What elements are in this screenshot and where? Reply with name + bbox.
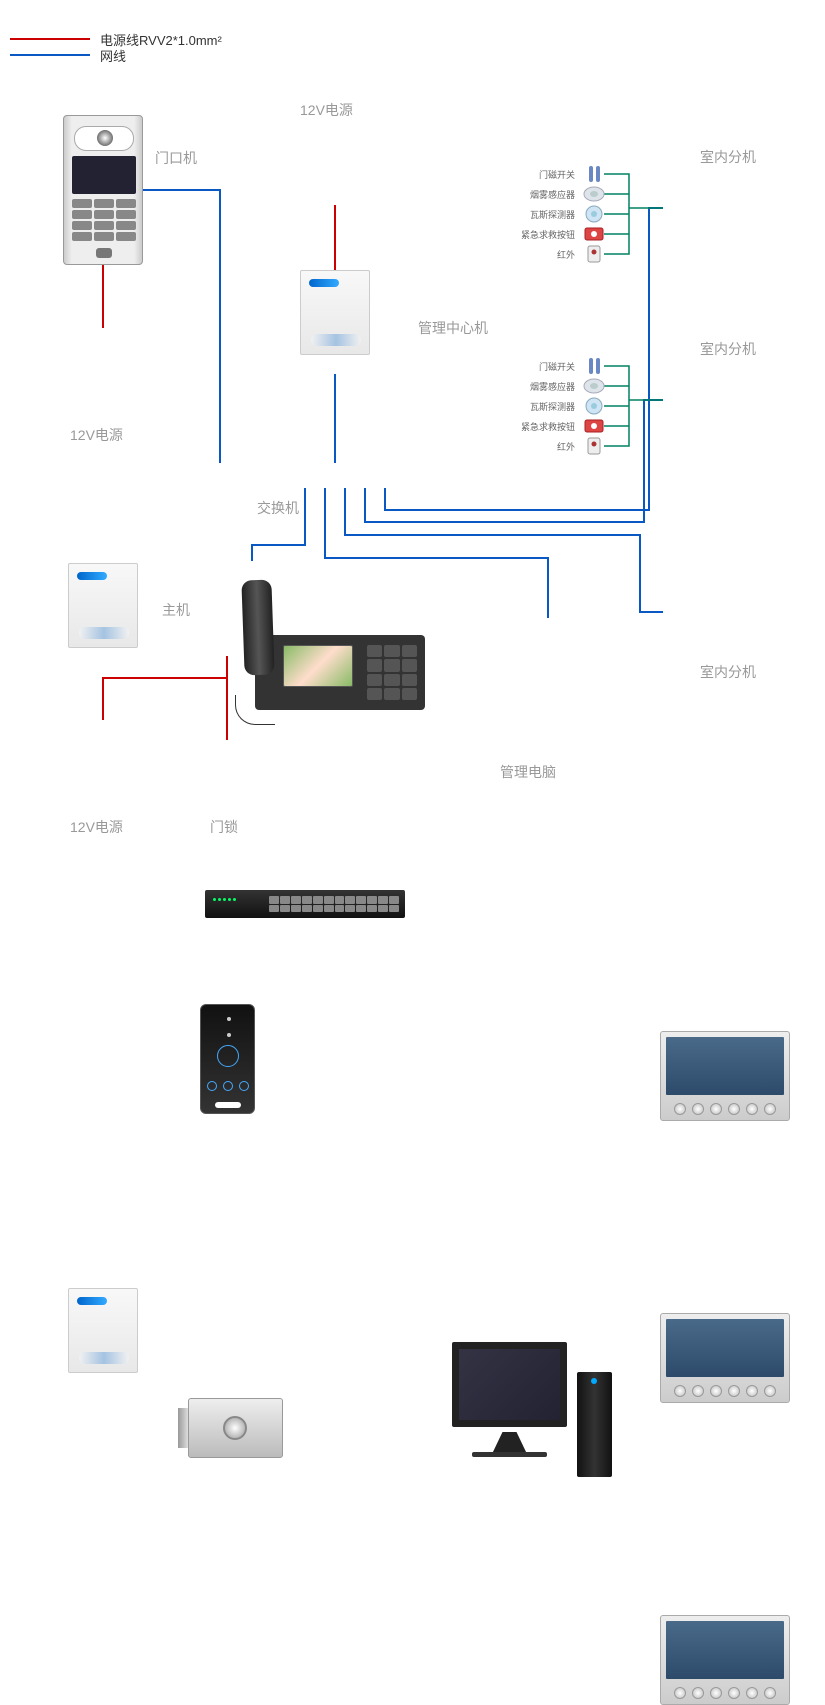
- sensor-cluster-1: 门磁开关烟雾感应器瓦斯探测器紧急求救按钮红外: [525, 165, 605, 265]
- sensor-door_contact-label: 门磁开关: [515, 360, 575, 373]
- door-station-label: 门口机: [155, 148, 197, 168]
- indoor-unit-3: [660, 1615, 790, 1705]
- psu-bottom-left-label: 12V电源: [70, 817, 123, 837]
- sensor-ir: 红外: [525, 245, 605, 265]
- sensor-door_contact: 门磁开关: [525, 165, 605, 185]
- sensor-panic: 紧急求救按钮: [525, 417, 605, 437]
- sensor-smoke: 烟雾感应器: [525, 185, 605, 205]
- switch-label: 交换机: [257, 498, 299, 518]
- sensor-gas-icon: [583, 397, 605, 415]
- psu-top-left: [68, 563, 138, 648]
- psu-top-center-label: 12V电源: [300, 100, 353, 120]
- sensor-door_contact-icon: [583, 357, 605, 375]
- sensor-smoke-icon: [583, 377, 605, 395]
- psu-top-left-label: 12V电源: [70, 425, 123, 445]
- indoor-unit-2-label: 室内分机: [700, 339, 756, 359]
- sensor-smoke-icon: [583, 185, 605, 203]
- management-center-phone: [255, 600, 425, 710]
- legend-power-line: [10, 38, 90, 40]
- indoor-unit-3-label: 室内分机: [700, 662, 756, 682]
- indoor-unit-2: [660, 1313, 790, 1403]
- sensor-gas-label: 瓦斯探测器: [515, 208, 575, 221]
- sensor-ir-icon: [583, 245, 605, 263]
- management-pc: [452, 1342, 612, 1482]
- sensor-smoke-label: 烟雾感应器: [515, 380, 575, 393]
- door-station: [63, 115, 143, 265]
- management-center-label: 管理中心机: [418, 318, 488, 338]
- sensor-ir-label: 红外: [515, 248, 575, 261]
- sensor-ir-label: 红外: [515, 440, 575, 453]
- lock-label: 门锁: [210, 817, 238, 837]
- sensor-door_contact: 门磁开关: [525, 357, 605, 377]
- sensor-panic-label: 紧急求救按钮: [515, 420, 575, 433]
- door-lock: [188, 1388, 283, 1463]
- sensor-gas-icon: [583, 205, 605, 223]
- legend-net-line: [10, 54, 90, 56]
- sensor-gas: 瓦斯探测器: [525, 397, 605, 417]
- pc-label: 管理电脑: [500, 762, 556, 782]
- host-door-unit: [200, 1004, 255, 1114]
- sensor-panic-icon: [583, 417, 605, 435]
- sensor-gas-label: 瓦斯探测器: [515, 400, 575, 413]
- sensor-smoke: 烟雾感应器: [525, 377, 605, 397]
- legend-net-text: 网线: [100, 46, 126, 65]
- sensor-panic-label: 紧急求救按钮: [515, 228, 575, 241]
- psu-top-center: [300, 270, 370, 355]
- network-switch: [205, 890, 405, 918]
- sensor-ir: 红外: [525, 437, 605, 457]
- sensor-panic-icon: [583, 225, 605, 243]
- host-label: 主机: [162, 600, 190, 620]
- sensor-panic: 紧急求救按钮: [525, 225, 605, 245]
- sensor-door_contact-label: 门磁开关: [515, 168, 575, 181]
- sensor-gas: 瓦斯探测器: [525, 205, 605, 225]
- psu-bottom-left: [68, 1288, 138, 1373]
- indoor-unit-1-label: 室内分机: [700, 147, 756, 167]
- sensor-ir-icon: [583, 437, 605, 455]
- sensor-smoke-label: 烟雾感应器: [515, 188, 575, 201]
- sensor-cluster-2: 门磁开关烟雾感应器瓦斯探测器紧急求救按钮红外: [525, 357, 605, 457]
- sensor-door_contact-icon: [583, 165, 605, 183]
- indoor-unit-1: [660, 1031, 790, 1121]
